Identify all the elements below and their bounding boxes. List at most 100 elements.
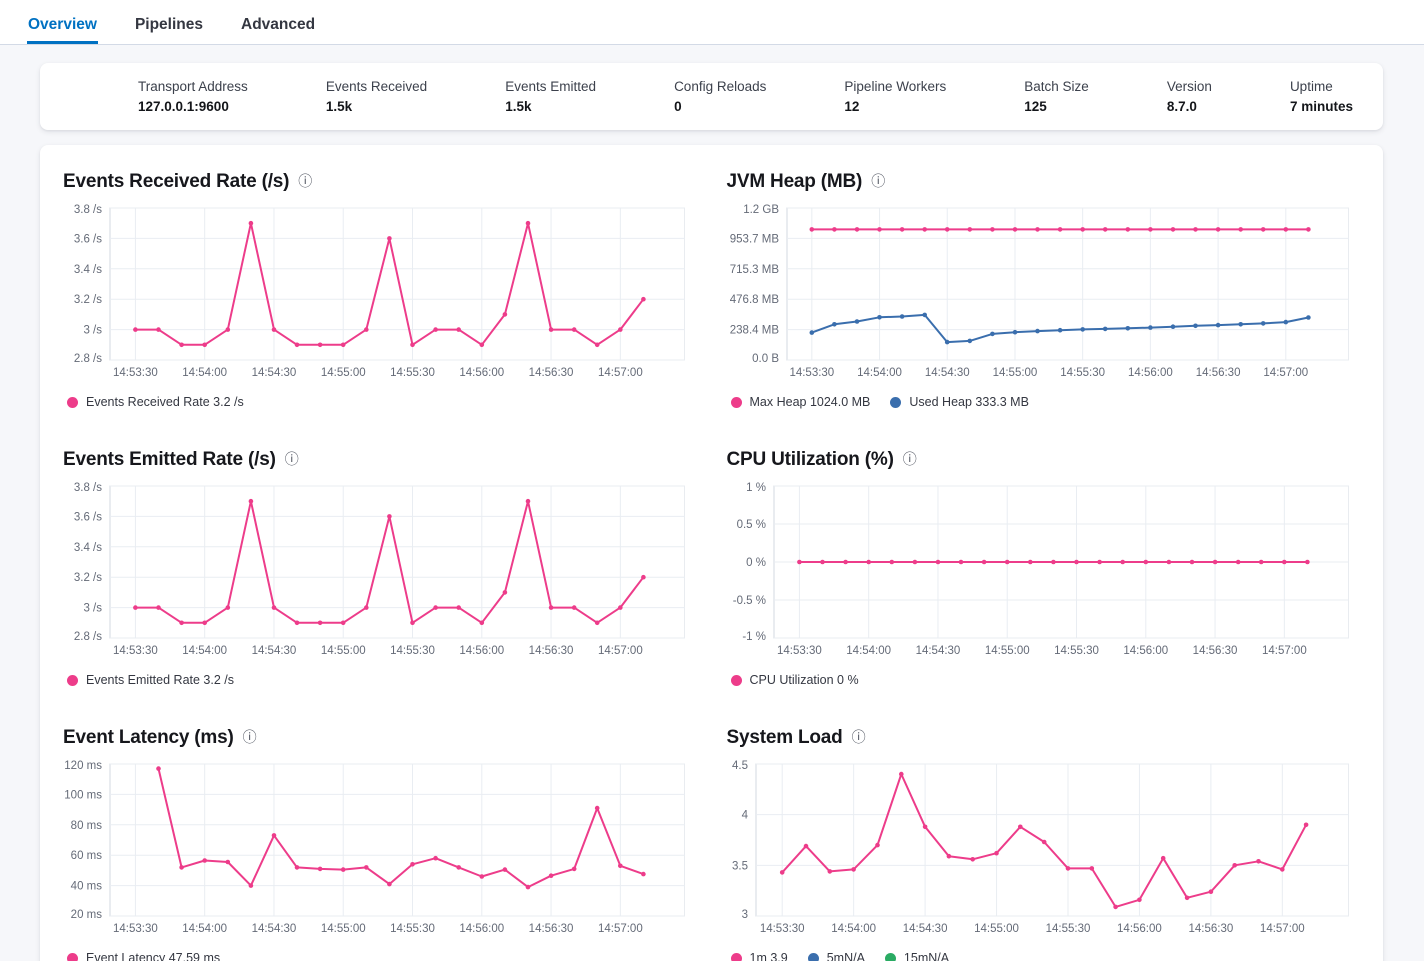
stat-events-emitted: Events Emitted 1.5k — [505, 79, 596, 114]
svg-text:14:55:00: 14:55:00 — [321, 923, 366, 935]
chart-title-row: JVM Heap (MB) ⓘ — [727, 171, 1361, 193]
stat-value: 125 — [1024, 99, 1047, 114]
svg-text:3: 3 — [741, 909, 747, 921]
chart-legend: Events Emitted Rate 3.2 /s — [63, 673, 697, 687]
stat-label: Version — [1166, 79, 1212, 94]
stat-version: Version 8.7.0 — [1167, 79, 1212, 114]
svg-text:14:55:30: 14:55:30 — [390, 645, 435, 657]
svg-text:14:57:00: 14:57:00 — [598, 367, 643, 379]
legend-dot-icon — [730, 396, 742, 408]
legend-item[interactable]: Events Received Rate 3.2 /s — [67, 395, 244, 409]
legend-item[interactable]: Max Heap 1024.0 MB — [730, 395, 870, 409]
legend-item[interactable]: 1m 3.9 — [730, 951, 788, 961]
charts-grid: Events Received Rate (/s) ⓘ 3.8 /s 3.6 /s 3.… — [63, 171, 1360, 961]
legend-dot-icon — [884, 952, 896, 961]
svg-text:60 ms: 60 ms — [71, 850, 103, 862]
stat-batch-size: Batch Size 125 — [1024, 79, 1089, 114]
stat-label: Events Received — [325, 79, 428, 94]
svg-text:14:54:00: 14:54:00 — [831, 923, 876, 935]
svg-text:14:55:00: 14:55:00 — [321, 645, 366, 657]
svg-text:14:55:00: 14:55:00 — [974, 923, 1019, 935]
legend-item[interactable]: Events Emitted Rate 3.2 /s — [67, 673, 234, 687]
svg-text:14:56:30: 14:56:30 — [1192, 645, 1237, 657]
stat-value: 1.5k — [505, 99, 532, 114]
legend-item[interactable]: CPU Utilization 0 % — [730, 673, 859, 687]
svg-text:0 %: 0 % — [746, 557, 766, 569]
tab-overview[interactable]: Overview — [27, 3, 98, 44]
svg-text:238.4 MB: 238.4 MB — [729, 325, 779, 337]
legend-item[interactable]: 15mN/A — [884, 951, 949, 961]
svg-text:14:53:30: 14:53:30 — [789, 367, 834, 379]
chart-legend: Event Latency 47.59 ms — [63, 951, 697, 961]
svg-text:3.2 /s: 3.2 /s — [74, 572, 102, 584]
stat-uptime: Uptime 7 minutes — [1290, 79, 1353, 114]
info-icon[interactable]: ⓘ — [284, 452, 299, 468]
info-icon[interactable]: ⓘ — [851, 730, 866, 746]
svg-text:14:57:00: 14:57:00 — [1263, 367, 1308, 379]
chart-legend: Events Received Rate 3.2 /s — [63, 395, 697, 409]
chart-plot-area[interactable]: 3.8 /s 3.6 /s 3.4 /s 3.2 /s 3 /s 2.8 /s 14:53:… — [63, 202, 686, 382]
svg-text:3 /s: 3 /s — [83, 603, 102, 615]
svg-text:14:56:00: 14:56:00 — [459, 367, 504, 379]
legend-dot-icon — [67, 396, 78, 408]
legend-dot-icon — [730, 674, 742, 686]
chart-plot-area[interactable]: 1.2 GB 953.7 MB 715.3 MB 476.8 MB 238.4 MB 0.… — [727, 202, 1349, 382]
chart-plot-area[interactable]: 1 % 0.5 % 0 % -0.5 % -1 % 14:53:30 14:54:00 14:… — [727, 480, 1349, 660]
stat-config-reloads: Config Reloads 0 — [674, 79, 766, 114]
svg-text:40 ms: 40 ms — [71, 881, 103, 893]
svg-text:14:56:30: 14:56:30 — [529, 645, 574, 657]
svg-text:3.6 /s: 3.6 /s — [74, 233, 102, 245]
chart-plot-area[interactable]: 120 ms 100 ms 80 ms 60 ms 40 ms 20 ms 14:53:30… — [63, 758, 686, 938]
svg-text:-1 %: -1 % — [742, 631, 766, 643]
svg-text:14:55:00: 14:55:00 — [321, 367, 366, 379]
info-icon[interactable]: ⓘ — [871, 174, 886, 190]
svg-text:14:54:00: 14:54:00 — [182, 923, 227, 935]
info-icon[interactable]: ⓘ — [242, 730, 257, 746]
legend-item[interactable]: Used Heap 333.3 MB — [890, 395, 1029, 409]
stat-label: Batch Size — [1024, 79, 1089, 94]
chart-jvm-heap: JVM Heap (MB) ⓘ 1.2 GB 953.7 MB 715.3 MB 476.… — [727, 171, 1361, 409]
chart-cpu-utilization: CPU Utilization (%) ⓘ 1 % 0.5 % 0 % -0.5 % -1 … — [727, 449, 1361, 687]
svg-text:3.8 /s: 3.8 /s — [74, 204, 102, 216]
chart-title: JVM Heap (MB) — [726, 171, 863, 192]
legend-item[interactable]: Event Latency 47.59 ms — [67, 951, 220, 961]
chart-events-emitted-rate: Events Emitted Rate (/s) ⓘ 3.8 /s 3.6 /s 3.4… — [63, 449, 697, 687]
stat-label: Transport Address — [138, 79, 248, 94]
svg-text:14:57:00: 14:57:00 — [1261, 645, 1306, 657]
stat-value: 0 — [674, 99, 682, 114]
tab-pipelines[interactable]: Pipelines — [134, 15, 203, 33]
svg-text:476.8 MB: 476.8 MB — [729, 294, 779, 306]
stat-value: 127.0.0.1:9600 — [138, 99, 229, 114]
svg-text:14:55:00: 14:55:00 — [984, 645, 1029, 657]
chart-plot-area[interactable]: 3.8 /s 3.6 /s 3.4 /s 3.2 /s 3 /s 2.8 /s 14:53:… — [63, 480, 686, 660]
svg-text:4.5: 4.5 — [732, 760, 748, 772]
svg-text:715.3 MB: 715.3 MB — [729, 264, 779, 276]
svg-text:14:53:30: 14:53:30 — [113, 645, 158, 657]
svg-text:14:54:00: 14:54:00 — [182, 367, 227, 379]
svg-text:14:56:00: 14:56:00 — [1123, 645, 1168, 657]
info-icon[interactable]: ⓘ — [902, 452, 917, 468]
svg-text:0.0 B: 0.0 B — [752, 353, 779, 365]
svg-text:3.4 /s: 3.4 /s — [74, 264, 102, 276]
svg-text:14:54:30: 14:54:30 — [252, 645, 297, 657]
legend-label: Used Heap 333.3 MB — [909, 395, 1029, 409]
svg-text:14:55:30: 14:55:30 — [1045, 923, 1090, 935]
svg-text:20 ms: 20 ms — [71, 909, 103, 921]
svg-text:14:54:30: 14:54:30 — [902, 923, 947, 935]
svg-text:4: 4 — [741, 810, 748, 822]
svg-text:100 ms: 100 ms — [64, 789, 102, 801]
svg-text:-0.5 %: -0.5 % — [732, 595, 765, 607]
svg-text:14:54:30: 14:54:30 — [924, 367, 969, 379]
chart-title-row: System Load ⓘ — [727, 727, 1361, 749]
legend-item[interactable]: 5mN/A — [807, 951, 865, 961]
svg-text:1.2 GB: 1.2 GB — [743, 204, 779, 216]
tab-advanced[interactable]: Advanced — [241, 15, 316, 33]
svg-text:120 ms: 120 ms — [64, 760, 102, 772]
chart-title-row: Events Received Rate (/s) ⓘ — [63, 171, 697, 193]
chart-plot-area[interactable]: 4.5 4 3.5 3 14:53:30 14:54:00 14:54:30 14:55:00… — [727, 758, 1349, 938]
svg-text:14:56:00: 14:56:00 — [1117, 923, 1162, 935]
stat-value: 7 minutes — [1289, 99, 1353, 114]
svg-text:14:56:30: 14:56:30 — [1195, 367, 1240, 379]
chart-legend: 1m 3.9 5mN/A 15mN/A — [727, 951, 1361, 961]
info-icon[interactable]: ⓘ — [298, 174, 313, 190]
